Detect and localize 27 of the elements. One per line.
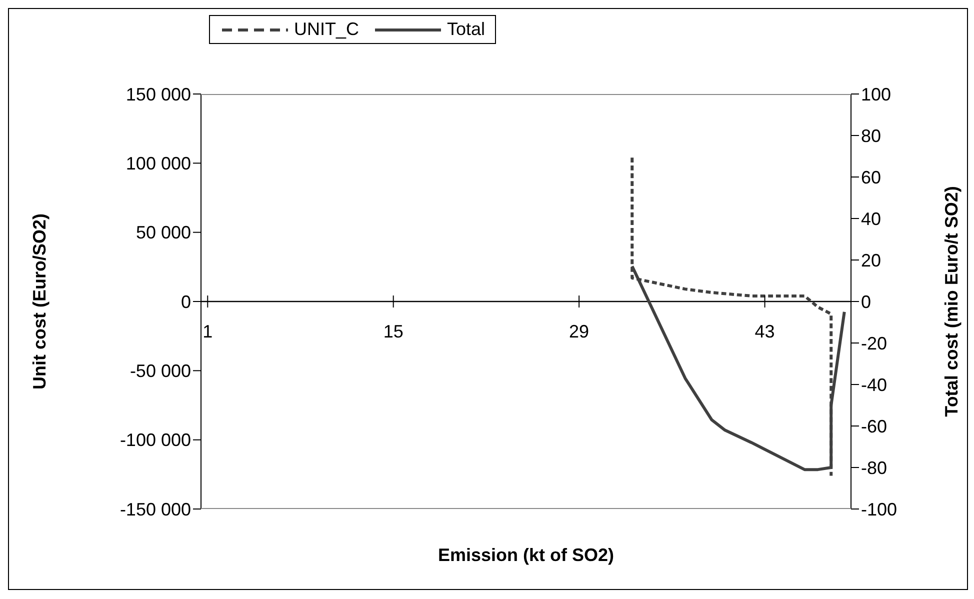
y2-tick-label: 100 [861, 84, 892, 104]
y2-tick-label: 60 [861, 167, 882, 188]
y-axis-title: Unit cost (Euro/SO2) [29, 213, 50, 390]
y2-tick-label: -80 [861, 458, 888, 478]
y2-tick-label: 20 [861, 250, 882, 270]
legend-label: UNIT_C [294, 19, 360, 40]
x-tick-label: 15 [383, 322, 404, 342]
x-tick-label: 1 [202, 322, 213, 342]
legend-label: Total [447, 19, 486, 40]
x-axis-title: Emission (kt of SO2) [438, 545, 614, 565]
y2-tick-label: 40 [861, 208, 882, 229]
y-tick-label: -150 000 [120, 499, 191, 520]
x-tick-label: 29 [569, 322, 590, 342]
y-tick-label: 150 000 [126, 84, 191, 104]
y-tick-label: -50 000 [130, 361, 191, 382]
x-tick-label: 43 [754, 322, 775, 342]
y2-tick-label: -100 [861, 499, 898, 520]
y2-tick-label: -60 [861, 416, 888, 436]
y2-tick-label: -20 [861, 333, 888, 354]
y-tick-label: -100 000 [120, 430, 191, 450]
y-tick-label: 100 000 [126, 154, 191, 174]
y2-tick-label: -40 [861, 374, 888, 395]
y2-axis-title: Total cost (mio Euro/t SO2) [941, 186, 962, 417]
y-tick-label: 50 000 [136, 222, 191, 243]
y2-tick-label: 80 [861, 126, 882, 146]
y-tick-label: 0 [180, 292, 191, 312]
y2-tick-label: 0 [861, 292, 872, 312]
